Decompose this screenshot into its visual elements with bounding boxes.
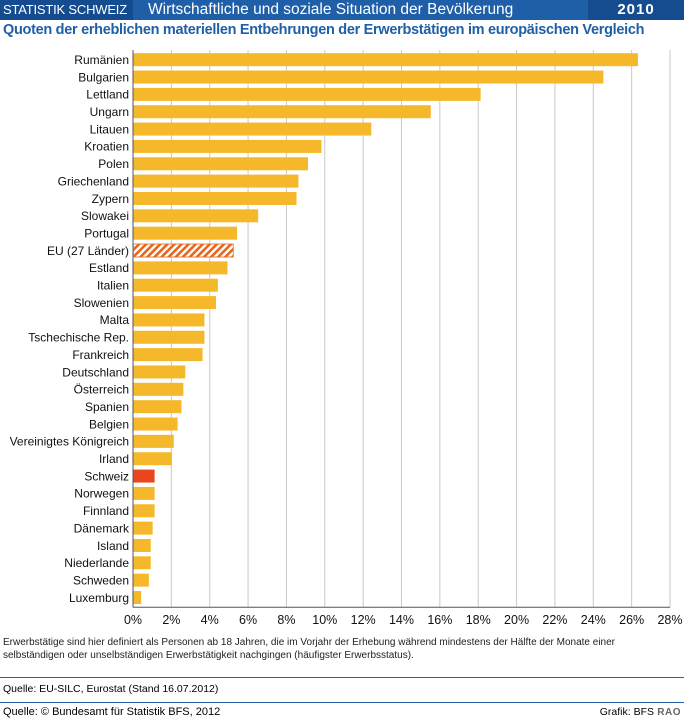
bar (133, 556, 151, 570)
graphic-code: RAO (657, 707, 681, 718)
bar (133, 573, 149, 587)
x-tick-label: 0% (124, 613, 142, 627)
bar (133, 157, 309, 171)
category-label: Luxemburg (69, 591, 129, 605)
bar (133, 365, 186, 379)
category-label: Lettland (86, 88, 129, 102)
category-label: Polen (98, 157, 129, 171)
bar (133, 417, 178, 431)
bar (133, 226, 238, 240)
x-tick-label: 2% (162, 613, 180, 627)
category-label: Spanien (85, 400, 129, 414)
x-tick-label: 4% (201, 613, 219, 627)
x-tick-label: 20% (504, 613, 529, 627)
bar (133, 504, 155, 518)
bar (133, 209, 259, 223)
x-tick-label: 18% (466, 613, 491, 627)
category-label: Schweiz (84, 469, 129, 483)
bar (133, 243, 234, 258)
category-label: Island (97, 539, 129, 553)
category-label: Malta (100, 313, 130, 327)
category-label: Vereinigtes Königreich (10, 435, 129, 449)
category-label: Slowenien (74, 296, 129, 310)
bar (133, 70, 604, 84)
category-label: Norwegen (74, 487, 129, 501)
x-tick-label: 28% (657, 613, 682, 627)
bar (133, 348, 203, 362)
category-label: Deutschland (62, 365, 129, 379)
x-tick-label: 24% (581, 613, 606, 627)
category-label: Ungarn (90, 105, 129, 119)
category-label: Kroatien (84, 140, 129, 154)
category-label: Bulgarien (78, 70, 129, 84)
data-source: Quelle: EU-SILC, Eurostat (Stand 16.07.2… (3, 683, 219, 695)
category-label: Niederlande (64, 556, 129, 570)
bar (133, 278, 218, 292)
category-label: Österreich (74, 383, 129, 397)
bar (133, 486, 155, 500)
category-label: Portugal (84, 226, 129, 240)
bar (133, 261, 228, 275)
category-label: Dänemark (74, 521, 130, 535)
category-label: Rumänien (74, 53, 129, 67)
bar (133, 382, 184, 396)
category-label: EU (27 Länder) (47, 244, 129, 258)
bar (133, 434, 174, 448)
bar (133, 400, 182, 414)
bar (133, 538, 151, 552)
x-tick-label: 10% (312, 613, 337, 627)
org-label: STATISTIK SCHWEIZ (0, 0, 133, 20)
chart-title: Quoten der erheblichen materiellen Entbe… (3, 22, 645, 38)
graphic-credit: Grafik: BFS (599, 706, 654, 718)
bar (133, 53, 638, 67)
category-label: Estland (89, 261, 129, 275)
bar (133, 452, 172, 466)
x-tick-label: 8% (277, 613, 295, 627)
category-label: Zypern (92, 192, 129, 206)
bar (133, 87, 481, 101)
bar (133, 591, 142, 605)
category-label: Litauen (90, 122, 129, 136)
year-badge: 2010 (588, 0, 684, 20)
bar (133, 469, 155, 483)
divider (0, 702, 684, 703)
copyright: Quelle: © Bundesamt für Statistik BFS, 2… (3, 706, 221, 718)
divider (0, 677, 684, 678)
x-tick-label: 16% (427, 613, 452, 627)
bar (133, 191, 297, 205)
category-label: Tschechische Rep. (28, 331, 129, 345)
bar (133, 313, 205, 327)
bar (133, 521, 153, 535)
category-label: Schweden (73, 573, 129, 587)
x-tick-label: 14% (389, 613, 414, 627)
bar (133, 105, 431, 119)
bar (133, 330, 205, 344)
category-label: Finnland (83, 504, 129, 518)
category-label: Italien (97, 279, 129, 293)
header-bar (0, 0, 684, 20)
definition-note: Erwerbstätige sind hier definiert als Pe… (3, 637, 616, 661)
theme-title: Wirtschaftliche und soziale Situation de… (148, 1, 514, 18)
bar (133, 296, 216, 310)
category-label: Slowakei (81, 209, 129, 223)
x-tick-label: 6% (239, 613, 257, 627)
bar (133, 174, 299, 188)
category-label: Frankreich (72, 348, 129, 362)
bar-chart: Rumänien Bulgarien Lettland Ungarn Litauen Kr… (10, 50, 683, 627)
x-tick-label: 26% (619, 613, 644, 627)
bar (133, 139, 322, 153)
bar (133, 122, 372, 136)
category-label: Griechenland (58, 174, 129, 188)
x-tick-label: 12% (351, 613, 376, 627)
category-label: Belgien (89, 417, 129, 431)
x-tick-label: 22% (542, 613, 567, 627)
category-label: Irland (99, 452, 129, 466)
